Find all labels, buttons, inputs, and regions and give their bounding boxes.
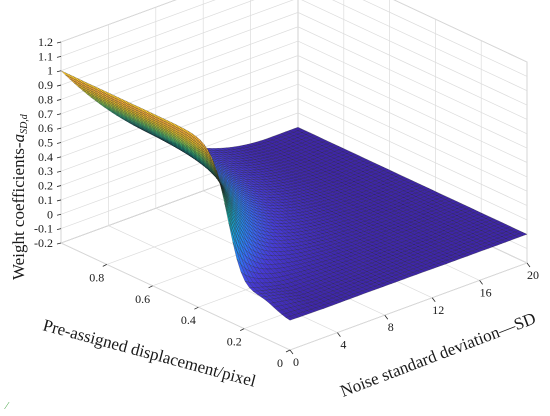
z-tick-label: 0.1 xyxy=(38,193,53,207)
z-tick-label: 0.7 xyxy=(38,107,53,121)
y-tick-label: 0.6 xyxy=(135,292,150,306)
y-tick-mark xyxy=(148,285,153,289)
z-tick-mark xyxy=(56,228,62,231)
y-tick-label: 0.2 xyxy=(227,335,242,349)
z-tick-label: 0.9 xyxy=(38,78,53,92)
surface-patch xyxy=(285,316,295,321)
z-tick-mark xyxy=(56,185,62,187)
z-tick-label: 0.8 xyxy=(38,92,53,106)
x-tick-label: 20 xyxy=(527,268,539,282)
z-tick-label: -0.2 xyxy=(34,236,53,250)
z-tick-mark xyxy=(56,170,62,173)
surface-patch xyxy=(60,70,70,77)
z-axis-title: Weight coefficients-aSD,d xyxy=(9,113,30,280)
x-tick-mark xyxy=(526,262,531,268)
z-tick-mark xyxy=(56,156,62,159)
x-tick-mark xyxy=(384,314,389,320)
z-axis-title-symbol: a xyxy=(9,134,28,143)
surface-mesh xyxy=(60,70,528,321)
x-tick-label: 0 xyxy=(293,355,299,369)
z-tick-label: 0.5 xyxy=(38,136,53,150)
z-tick-mark xyxy=(56,242,62,245)
x-tick-mark xyxy=(289,349,294,355)
z-tick-label: -0.1 xyxy=(34,222,53,236)
y-axis-title: Pre-assigned displacement/pixel xyxy=(41,316,258,391)
z-tick-mark xyxy=(56,41,62,44)
z-tick-label: 0.6 xyxy=(38,121,53,135)
y-tick-label: 0.4 xyxy=(181,313,196,327)
x-tick-label: 4 xyxy=(340,338,346,352)
z-gridline xyxy=(60,0,528,92)
z-tick-mark xyxy=(56,113,62,116)
y-tick-label: 0.8 xyxy=(89,270,104,284)
z-tick-mark xyxy=(56,213,62,216)
x-tick-mark xyxy=(431,297,436,303)
z-tick-mark xyxy=(56,199,62,202)
z-tick-label: 0.3 xyxy=(38,164,53,178)
z-tick-mark xyxy=(56,84,62,87)
z-tick-mark xyxy=(56,70,62,73)
x-tick-mark xyxy=(337,332,341,337)
z-gridline xyxy=(60,0,528,77)
x-tick-label: 12 xyxy=(432,303,444,317)
x-tick-label: 8 xyxy=(388,320,394,334)
x-tick-mark xyxy=(479,280,483,285)
z-tick-mark xyxy=(56,127,62,130)
z-tick-mark xyxy=(56,99,62,101)
y-tick-mark xyxy=(102,264,107,267)
z-tick-label: 0.2 xyxy=(38,179,53,193)
z-axis-title-subscript: SD,d xyxy=(19,113,30,134)
z-gridline xyxy=(60,0,528,63)
axis-ticks: -0.2-0.100.10.20.30.40.50.60.70.80.911.1… xyxy=(34,35,539,370)
z-tick-label: 0.4 xyxy=(38,150,53,164)
z-tick-label: 1 xyxy=(47,64,53,78)
x-tick-label: 16 xyxy=(480,285,492,299)
y-tick-mark xyxy=(285,349,291,353)
z-tick-label: 0 xyxy=(47,207,53,221)
x-axis-title: Noise standard deviation—SD xyxy=(338,309,539,401)
z-axis-title-main: Weight coefficients- xyxy=(9,142,28,280)
z-tick-mark xyxy=(56,142,62,144)
corner-watermark: ⁄ xyxy=(4,401,10,412)
z-gridline xyxy=(60,0,528,106)
y-tick-mark xyxy=(194,306,199,310)
z-tick-label: 1.1 xyxy=(38,49,53,63)
y-tick-label: 0 xyxy=(277,356,283,370)
y-tick-mark xyxy=(240,328,245,331)
z-tick-mark xyxy=(56,55,62,58)
z-tick-label: 1.2 xyxy=(38,35,53,49)
